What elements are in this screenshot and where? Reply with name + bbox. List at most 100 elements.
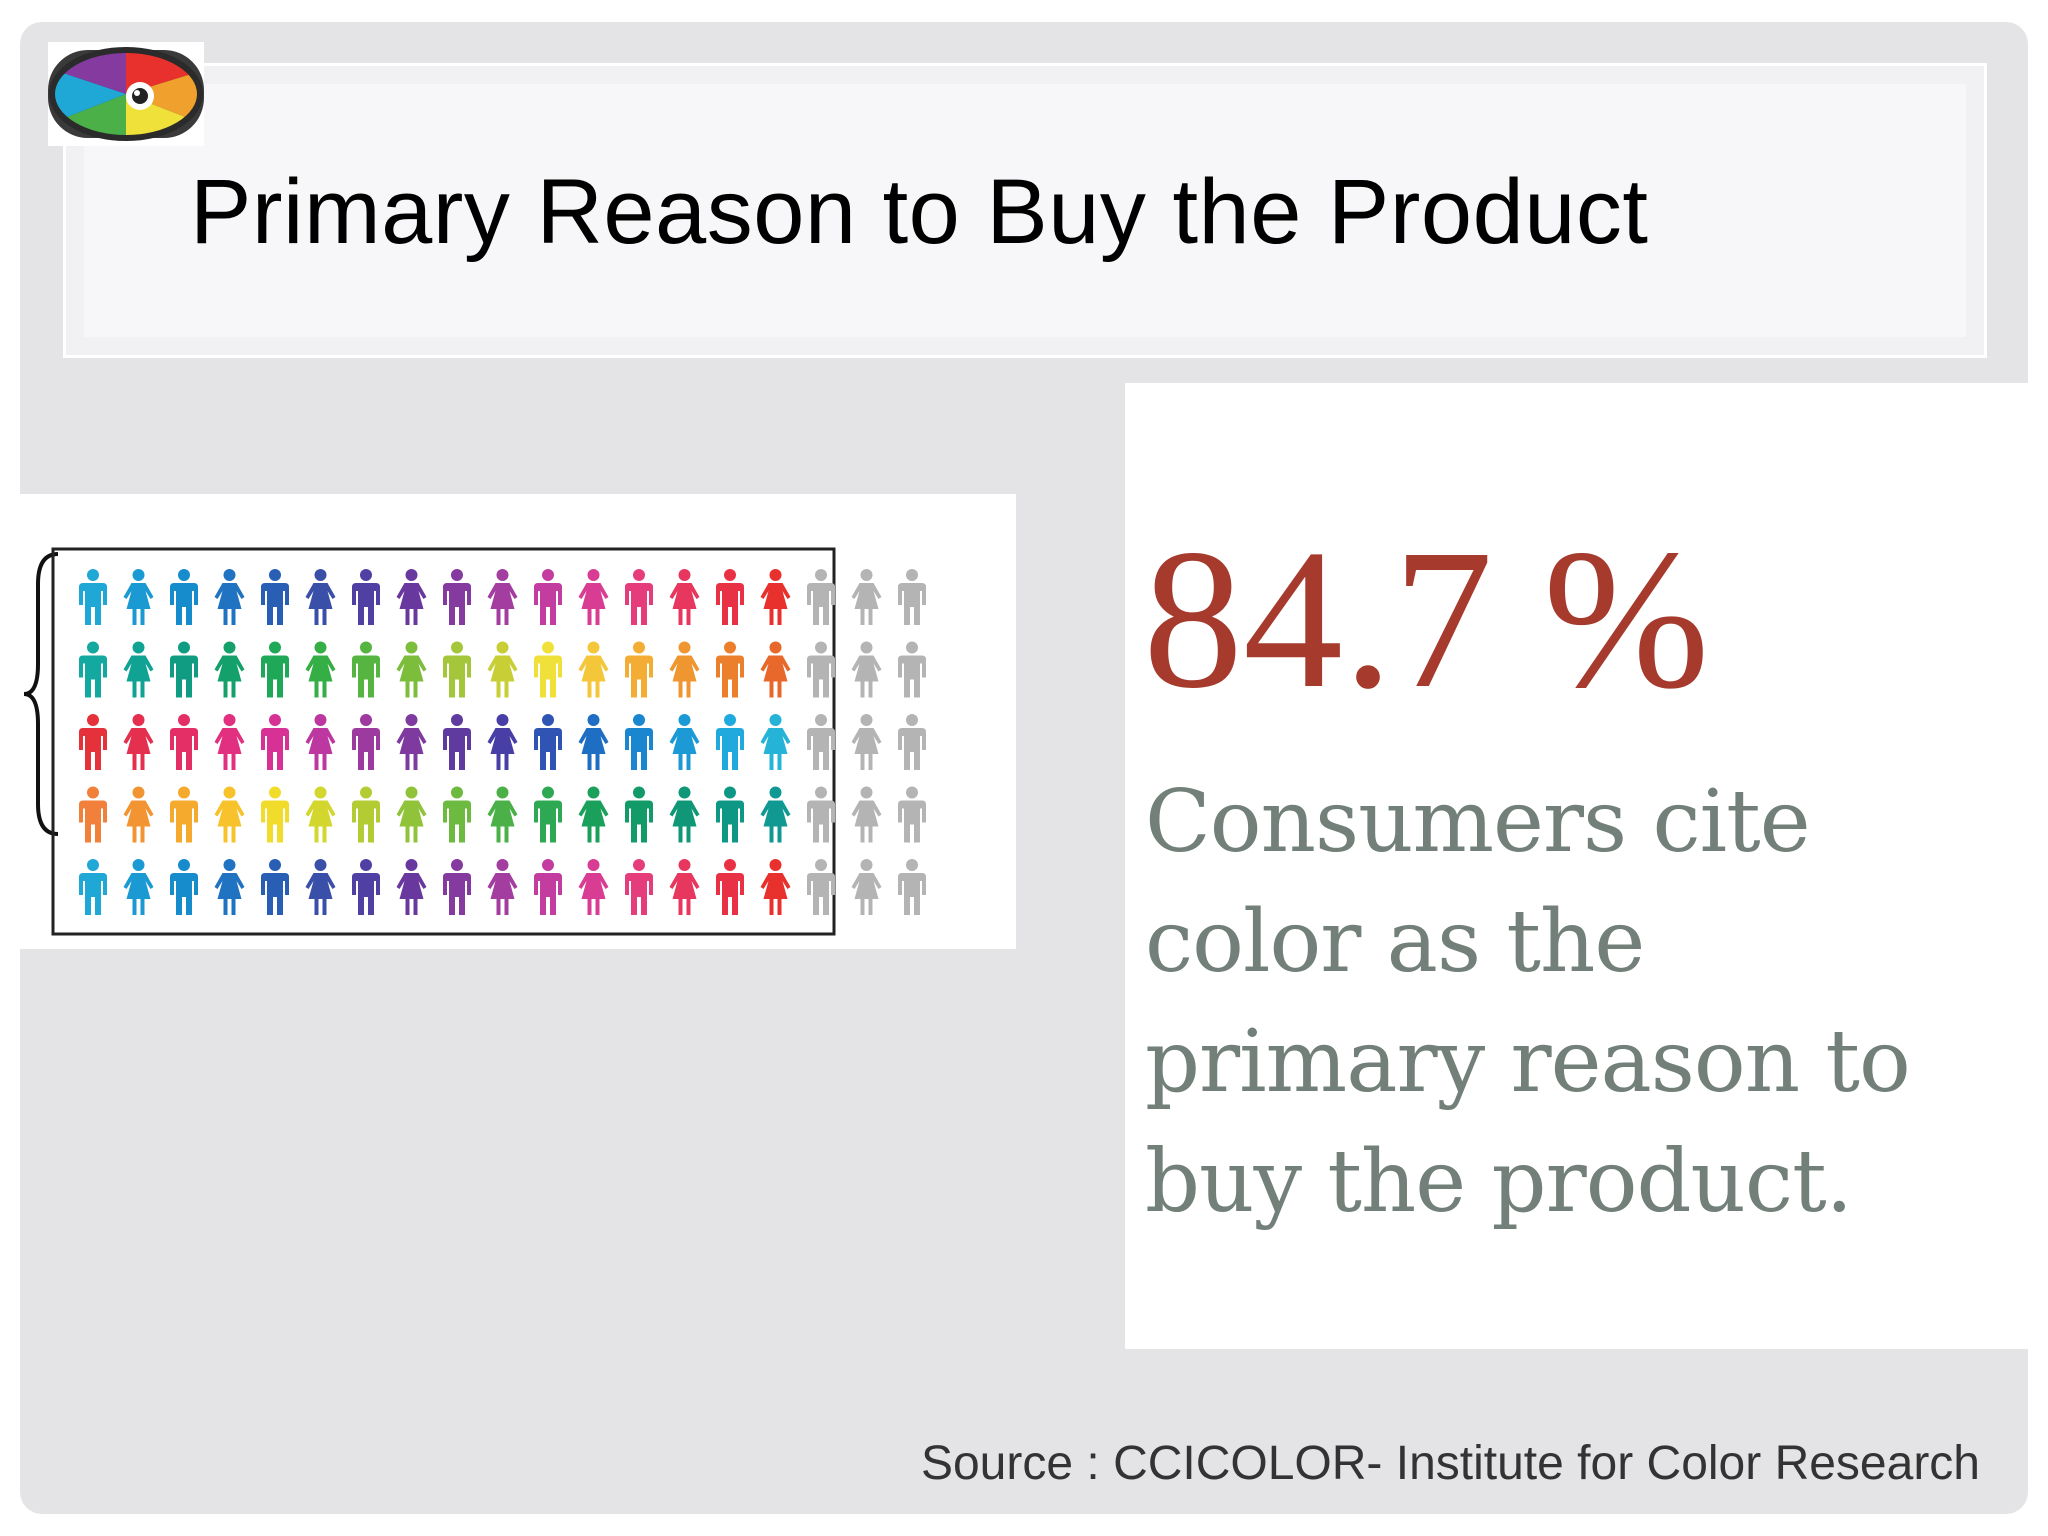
person-icon bbox=[170, 641, 198, 698]
person-icon bbox=[487, 859, 518, 915]
person-icon bbox=[534, 641, 562, 698]
person-icon bbox=[352, 786, 380, 843]
person-icon bbox=[352, 569, 380, 625]
person-icon bbox=[79, 714, 107, 770]
person-icon bbox=[851, 859, 882, 915]
person-icon bbox=[79, 859, 107, 915]
person-icon bbox=[170, 714, 198, 770]
person-icon bbox=[851, 641, 882, 698]
person-icon bbox=[79, 786, 107, 843]
person-icon bbox=[214, 641, 245, 698]
person-icon bbox=[760, 714, 791, 770]
person-icon bbox=[443, 641, 471, 698]
person-icon bbox=[534, 569, 562, 625]
person-icon bbox=[898, 569, 926, 625]
person-icon bbox=[305, 641, 336, 698]
person-icon bbox=[214, 714, 245, 770]
person-icon bbox=[669, 786, 700, 843]
person-icon bbox=[443, 859, 471, 915]
person-icon bbox=[898, 641, 926, 698]
person-icon bbox=[79, 641, 107, 698]
person-icon bbox=[487, 786, 518, 843]
person-icon bbox=[261, 859, 289, 915]
person-icon bbox=[170, 859, 198, 915]
person-icon bbox=[807, 786, 835, 843]
person-icon bbox=[123, 714, 154, 770]
person-icon bbox=[443, 786, 471, 843]
person-icon bbox=[578, 859, 609, 915]
person-icon bbox=[352, 641, 380, 698]
person-icon bbox=[716, 569, 744, 625]
person-icon bbox=[396, 641, 427, 698]
person-icon bbox=[807, 714, 835, 770]
person-icon bbox=[443, 569, 471, 625]
curly-brace-icon bbox=[23, 552, 59, 836]
person-icon bbox=[79, 569, 107, 625]
people-grid bbox=[79, 569, 926, 915]
person-icon bbox=[760, 569, 791, 625]
person-icon bbox=[625, 569, 653, 625]
person-icon bbox=[625, 859, 653, 915]
person-icon bbox=[123, 859, 154, 915]
slide-title: Primary Reason to Buy the Product bbox=[190, 161, 1649, 263]
person-icon bbox=[716, 641, 744, 698]
person-icon bbox=[487, 641, 518, 698]
person-icon bbox=[534, 786, 562, 843]
person-icon bbox=[851, 714, 882, 770]
person-icon bbox=[305, 786, 336, 843]
person-icon bbox=[807, 641, 835, 698]
person-icon bbox=[578, 641, 609, 698]
person-icon bbox=[396, 714, 427, 770]
person-icon bbox=[851, 786, 882, 843]
person-icon bbox=[305, 569, 336, 625]
source-citation: Source : CCICOLOR- Institute for Color R… bbox=[920, 1437, 1980, 1490]
title-box bbox=[63, 63, 1987, 358]
person-icon bbox=[669, 641, 700, 698]
person-icon bbox=[352, 859, 380, 915]
person-icon bbox=[625, 714, 653, 770]
person-icon bbox=[669, 714, 700, 770]
person-icon bbox=[625, 786, 653, 843]
person-icon bbox=[214, 859, 245, 915]
person-icon bbox=[625, 641, 653, 698]
person-icon bbox=[760, 786, 791, 843]
person-icon bbox=[123, 569, 154, 625]
person-icon bbox=[170, 569, 198, 625]
person-icon bbox=[170, 786, 198, 843]
person-icon bbox=[578, 786, 609, 843]
person-icon bbox=[261, 714, 289, 770]
person-icon bbox=[807, 859, 835, 915]
stat-description: Consumers cite color as the primary reas… bbox=[1145, 772, 1911, 1232]
person-icon bbox=[851, 569, 882, 625]
people-infographic bbox=[20, 494, 1016, 949]
stat-value: 84.7 % bbox=[1143, 509, 1710, 730]
person-icon bbox=[123, 786, 154, 843]
person-icon bbox=[716, 859, 744, 915]
person-icon bbox=[487, 714, 518, 770]
person-icon bbox=[716, 786, 744, 843]
person-icon bbox=[396, 786, 427, 843]
color-wheel-eye-icon bbox=[48, 42, 204, 146]
person-icon bbox=[578, 569, 609, 625]
person-icon bbox=[898, 714, 926, 770]
person-icon bbox=[578, 714, 609, 770]
person-icon bbox=[898, 859, 926, 915]
person-icon bbox=[760, 859, 791, 915]
person-icon bbox=[534, 859, 562, 915]
person-icon bbox=[261, 641, 289, 698]
person-icon bbox=[261, 569, 289, 625]
person-icon bbox=[214, 569, 245, 625]
person-icon bbox=[716, 714, 744, 770]
person-icon bbox=[214, 786, 245, 843]
person-icon bbox=[898, 786, 926, 843]
person-icon bbox=[807, 569, 835, 625]
person-icon bbox=[396, 569, 427, 625]
stat-card bbox=[1125, 383, 2028, 1349]
person-icon bbox=[669, 859, 700, 915]
person-icon bbox=[305, 714, 336, 770]
person-icon bbox=[305, 859, 336, 915]
person-icon bbox=[123, 641, 154, 698]
person-icon bbox=[261, 786, 289, 843]
person-icon bbox=[669, 569, 700, 625]
person-icon bbox=[534, 714, 562, 770]
